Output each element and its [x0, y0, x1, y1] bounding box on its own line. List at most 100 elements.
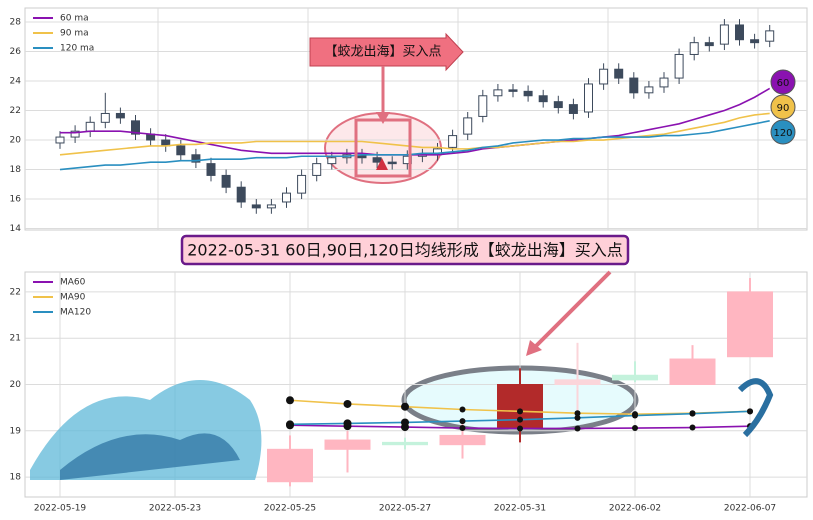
- legend-label: MA120: [60, 308, 91, 318]
- candle-body: [312, 163, 322, 176]
- candle-body: [282, 192, 291, 203]
- candle-body: [727, 291, 773, 358]
- y-tick-label: 26: [10, 47, 22, 57]
- candle-body: [100, 112, 110, 123]
- candle-body: [719, 24, 729, 45]
- legend-label: MA90: [60, 293, 86, 303]
- y-tick-label: 19: [10, 426, 22, 436]
- candle-body: [629, 77, 639, 94]
- ma-dot: [286, 420, 294, 429]
- candle-body: [297, 174, 307, 194]
- arrow-head: [526, 340, 542, 356]
- candle-body: [765, 30, 775, 42]
- ma-dot: [574, 414, 581, 421]
- candle-body: [689, 42, 699, 55]
- candle-body: [131, 120, 140, 135]
- ma-dot: [517, 425, 523, 432]
- candle-body: [463, 117, 473, 135]
- candle-body: [115, 112, 125, 119]
- candle-body: [750, 39, 760, 44]
- top-vgrid: [157, 8, 759, 230]
- candle-body: [439, 434, 486, 446]
- candle-body: [55, 136, 65, 144]
- y-tick-label: 20: [10, 380, 22, 390]
- ma-dot: [286, 396, 294, 405]
- candle-body: [387, 161, 397, 165]
- candle-body: [327, 157, 337, 165]
- candle-body: [324, 439, 371, 450]
- candle-body: [669, 358, 716, 386]
- x-tick-label: 2022-05-23: [149, 504, 201, 514]
- ma-dot: [459, 406, 466, 413]
- candle-body: [568, 104, 578, 114]
- candle-body: [85, 121, 95, 132]
- badge: [770, 94, 796, 120]
- candle-body: [70, 130, 80, 138]
- ma-line: [59, 120, 770, 171]
- x-tick-label: 2022-06-07: [724, 504, 776, 514]
- ma-dot: [401, 418, 409, 427]
- x-tick-label: 2022-05-25: [264, 504, 316, 514]
- top-chart: 14 16 18 20 22 24 26 28 60 ma 90 ma 120 ma 【蛟龙出海】买入…: [10, 14, 807, 234]
- candle-body: [372, 157, 382, 163]
- candle-body: [735, 24, 744, 41]
- y-tick-label: 18: [10, 165, 22, 175]
- y-tick-label: 21: [10, 334, 21, 344]
- legend-label: MA60: [60, 278, 86, 288]
- ma-dot: [459, 425, 466, 432]
- badge-label: 120: [773, 128, 792, 139]
- candle-body: [612, 374, 658, 381]
- candle-body: [251, 204, 261, 209]
- buy-marker: [376, 158, 388, 170]
- badge-label: 60: [777, 78, 790, 89]
- candle-body: [493, 89, 503, 97]
- candle-body: [523, 90, 533, 97]
- candle-body: [599, 68, 609, 85]
- candle-body: [448, 135, 458, 148]
- ma-dot: [574, 410, 581, 417]
- candle-body: [644, 86, 654, 94]
- candle-body: [704, 42, 714, 47]
- ma-dot: [401, 402, 409, 411]
- x-tick-label: 2022-06-02: [609, 504, 661, 514]
- candle-body: [659, 77, 669, 88]
- candle-body: [554, 379, 601, 385]
- candle-body: [478, 95, 488, 117]
- y-tick-label: 24: [10, 77, 22, 87]
- ma-dot: [747, 408, 753, 415]
- badge-label: 90: [777, 103, 790, 114]
- annotation-text: 【蛟龙出海】买入点: [324, 45, 441, 60]
- candle-body: [508, 89, 518, 92]
- ma-line: [59, 112, 770, 156]
- y-tick-label: 22: [10, 287, 21, 297]
- candle-body: [236, 186, 246, 203]
- x-tick-label: 2022-05-19: [34, 504, 87, 514]
- y-tick-label: 14: [10, 224, 22, 234]
- candle-body: [191, 154, 201, 163]
- annotation-box: [309, 32, 464, 72]
- x-tick-label: 2022-05-31: [494, 504, 546, 514]
- y-tick-label: 18: [10, 473, 22, 483]
- annotation-arrow: [532, 270, 612, 350]
- candle-body: [553, 101, 563, 109]
- badge: [770, 119, 796, 145]
- ma-dot: [343, 419, 352, 428]
- ma-dot: [574, 425, 581, 432]
- y-tick-label: 16: [10, 195, 22, 205]
- x-tick-label: 2022-05-27: [379, 504, 431, 514]
- ma-dot: [689, 410, 696, 417]
- candle-body: [266, 204, 276, 209]
- ma-dot: [517, 416, 523, 423]
- wave-decoration: [30, 378, 774, 480]
- ma-dot: [632, 412, 638, 419]
- y-tick-label: 22: [10, 106, 21, 116]
- badge: [770, 69, 796, 95]
- candle-body: [674, 53, 684, 79]
- candle-body: [221, 174, 231, 188]
- candle-body: [538, 95, 548, 103]
- candle-body: [206, 163, 216, 176]
- ma-dot: [343, 399, 352, 408]
- banner-text: 2022-05-31 60日,90日,120日均线形成【蛟龙出海】买入点: [187, 241, 623, 260]
- candle-body: [382, 441, 428, 446]
